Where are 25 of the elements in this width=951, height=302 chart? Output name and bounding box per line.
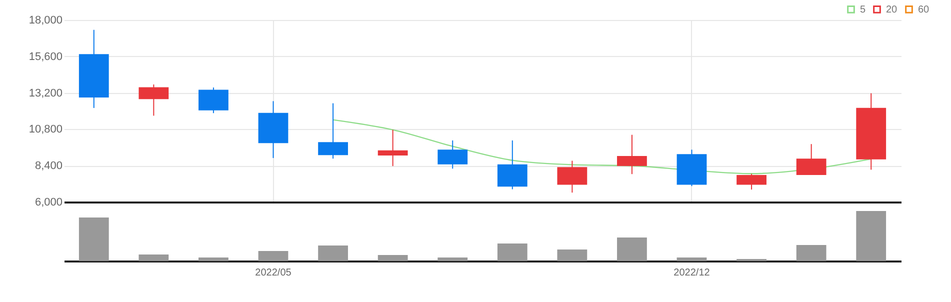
legend-label: 60 [918, 4, 930, 16]
bar [856, 211, 886, 261]
bar [198, 258, 228, 261]
bar [318, 246, 348, 261]
x-tick-label: 2022/12 [674, 268, 710, 278]
bar [557, 250, 588, 261]
bar [258, 251, 288, 261]
legend-label: 20 [886, 4, 898, 16]
bar [676, 258, 707, 261]
y-tick-label: 10,800 [28, 124, 62, 136]
x-tick-label: 2022/05 [255, 268, 292, 278]
bar [617, 238, 647, 261]
y-tick-label: 18,000 [28, 14, 62, 26]
y-tick-label: 13,200 [28, 87, 62, 100]
candlestick [378, 129, 408, 167]
y-tick-label: 15,600 [28, 50, 62, 63]
legend-label: 5 [860, 4, 866, 16]
bar [378, 255, 408, 261]
bar [438, 258, 468, 261]
y-tick-label: 8,400 [34, 160, 62, 172]
bar [497, 244, 528, 261]
bar [796, 245, 826, 261]
y-tick-label: 6,000 [34, 196, 62, 208]
bar [78, 218, 109, 261]
bar [138, 254, 169, 261]
